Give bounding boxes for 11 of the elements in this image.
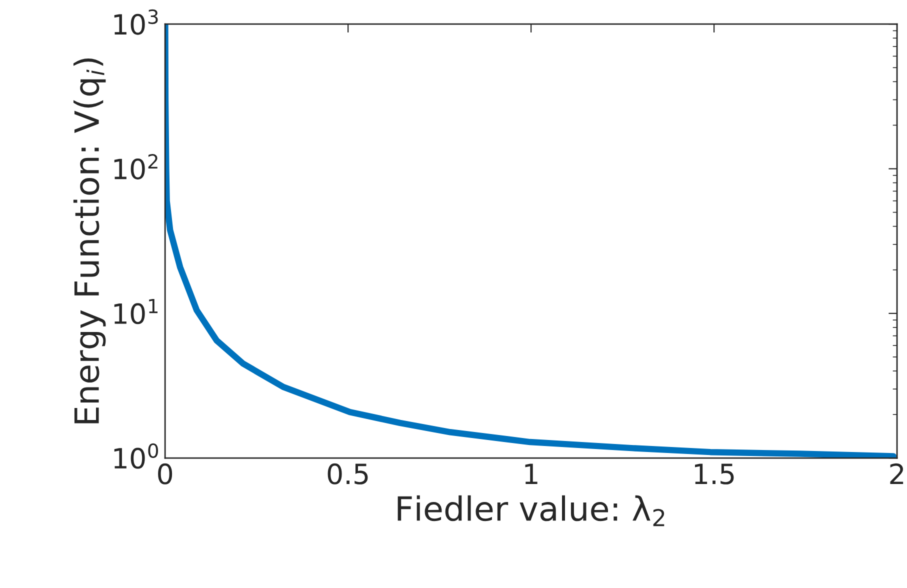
x-tick-label: 0.5 bbox=[328, 463, 368, 484]
x-tick-label: 0 bbox=[158, 463, 172, 484]
y-axis-title: Energy Function: V(q$_{i}$) bbox=[73, 58, 106, 424]
x-tick-label: 2 bbox=[890, 463, 904, 484]
x-tick-label: 1.5 bbox=[695, 464, 734, 484]
x-axis-title: Fiedler value: λ$_{2}$ bbox=[398, 495, 664, 526]
y-tick-label: 10$^{2}$ bbox=[114, 154, 158, 180]
y-tick-label: 10$^{0}$ bbox=[114, 443, 158, 469]
x-tick-label: 1 bbox=[525, 464, 538, 484]
y-tick-label: 10$^{3}$ bbox=[114, 9, 158, 35]
y-tick-label: 10$^{1}$ bbox=[114, 298, 158, 324]
